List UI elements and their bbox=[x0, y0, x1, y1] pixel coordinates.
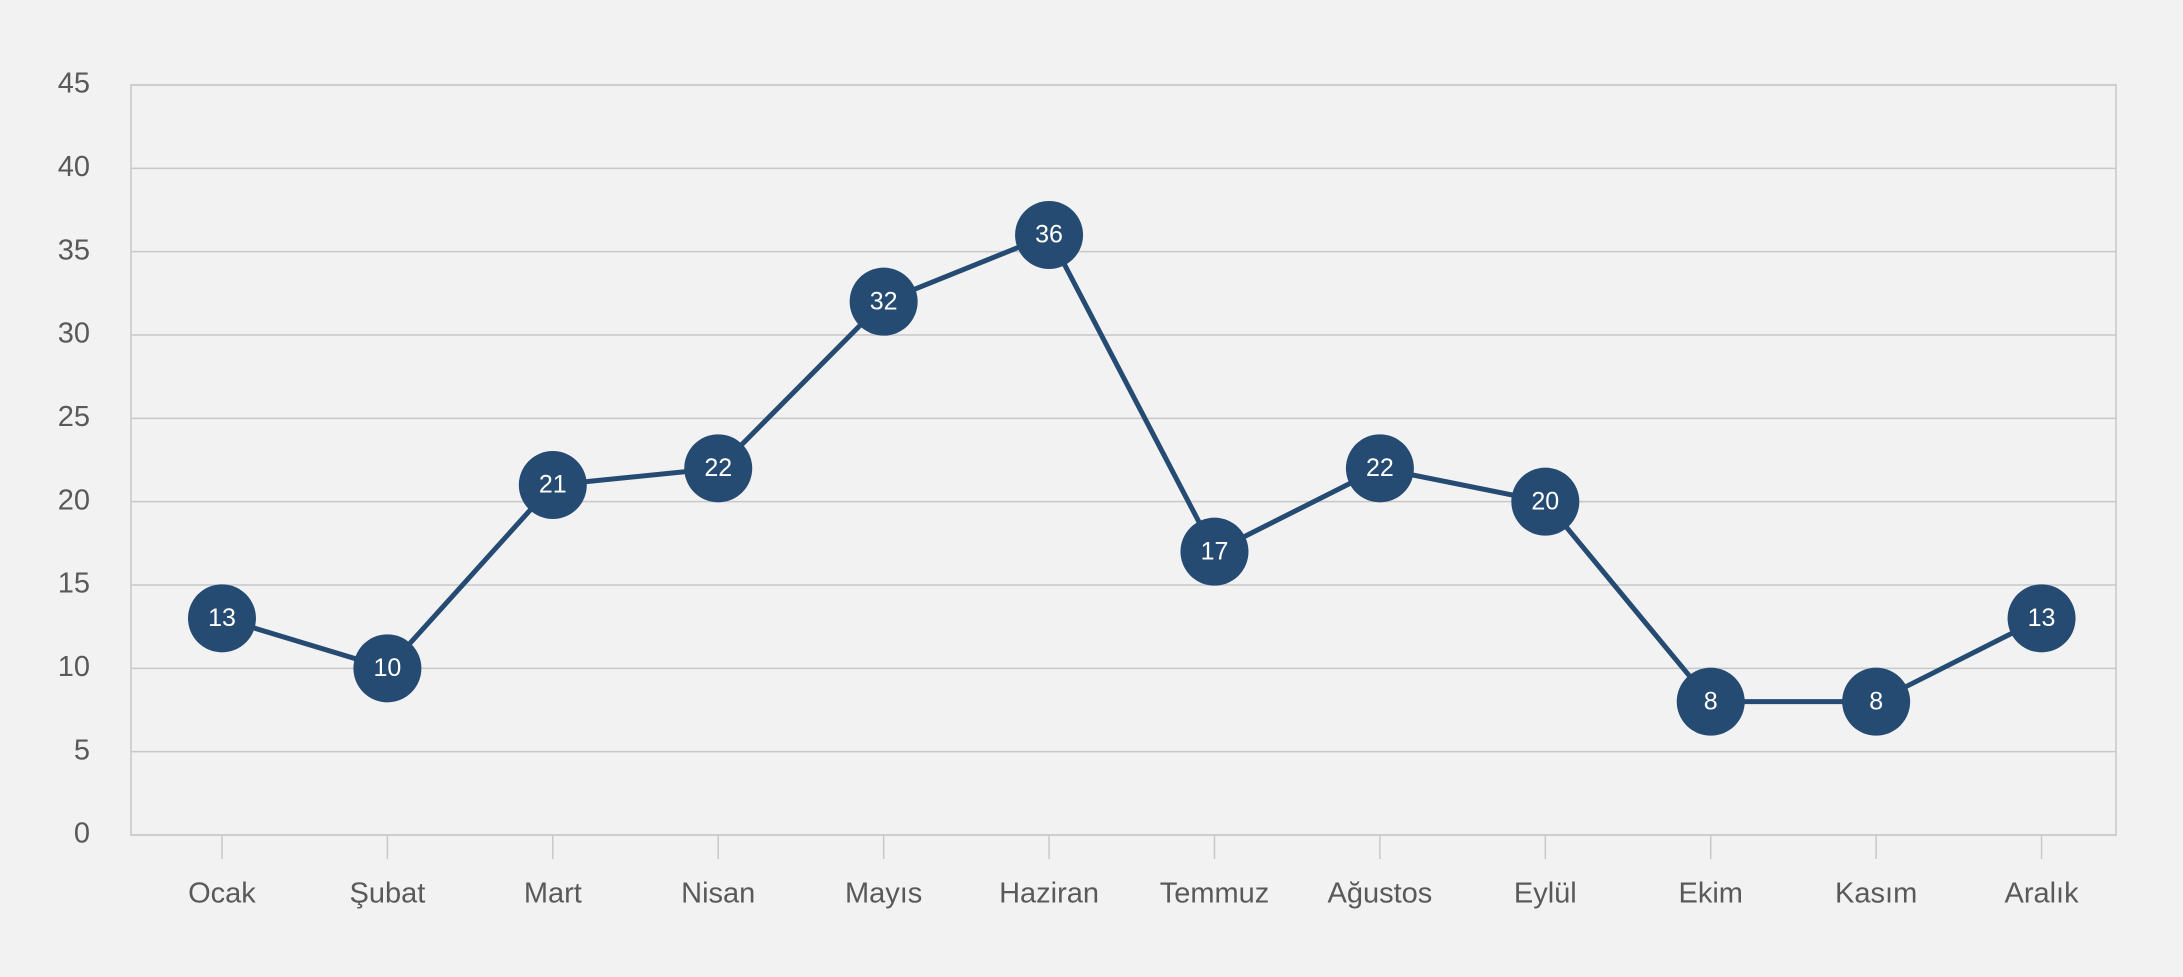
point bbox=[1015, 201, 1084, 269]
x-tick-label: Şubat bbox=[349, 878, 425, 910]
x-tick-label: Eylül bbox=[1514, 878, 1577, 910]
x-tick-label: Ocak bbox=[188, 878, 256, 910]
data-label: 17 bbox=[1201, 537, 1229, 565]
x-tick-label: Ağustos bbox=[1327, 878, 1432, 910]
point bbox=[684, 434, 753, 503]
point bbox=[1180, 517, 1249, 586]
data-label: 21 bbox=[539, 471, 567, 499]
y-tick-label: 5 bbox=[74, 734, 90, 766]
point bbox=[1345, 434, 1414, 503]
y-tick-label: 30 bbox=[58, 318, 90, 350]
point bbox=[1676, 667, 1745, 736]
y-tick-label: 0 bbox=[74, 818, 90, 850]
x-tick-label: Temmuz bbox=[1160, 878, 1270, 910]
x-tick-label: Nisan bbox=[681, 878, 755, 910]
data-label: 20 bbox=[1531, 487, 1559, 515]
y-tick-label: 40 bbox=[58, 151, 90, 183]
data-label: 36 bbox=[1035, 221, 1063, 249]
y-tick-label: 10 bbox=[58, 651, 90, 683]
point bbox=[849, 267, 918, 336]
data-label: 32 bbox=[870, 287, 898, 315]
x-tick-label: Mart bbox=[524, 878, 582, 910]
y-tick-label: 25 bbox=[58, 401, 90, 433]
point bbox=[518, 451, 587, 519]
data-label: 13 bbox=[2028, 604, 2056, 632]
data-label: 13 bbox=[208, 604, 236, 632]
point bbox=[1511, 467, 1580, 536]
data-label: 10 bbox=[373, 654, 401, 682]
y-tick-label: 35 bbox=[58, 234, 90, 266]
data-label: 8 bbox=[1704, 687, 1718, 715]
y-tick-label: 20 bbox=[58, 484, 90, 516]
x-tick-label: Kasım bbox=[1835, 878, 1917, 910]
y-tick-label: 45 bbox=[58, 68, 90, 100]
y-tick-label: 15 bbox=[58, 568, 90, 600]
plot-area bbox=[130, 84, 2117, 836]
line-path bbox=[221, 231, 2043, 705]
point bbox=[1842, 667, 1911, 736]
data-label: 22 bbox=[1366, 454, 1394, 482]
x-tick-label: Ekim bbox=[1679, 878, 1743, 910]
data-label: 8 bbox=[1869, 687, 1883, 715]
point bbox=[2007, 584, 2076, 653]
point bbox=[353, 634, 422, 703]
x-tick-label: Haziran bbox=[999, 878, 1099, 910]
x-tick-label: Aralık bbox=[2004, 878, 2079, 910]
point bbox=[187, 584, 256, 653]
x-tick-label: Mayıs bbox=[845, 878, 922, 910]
data-label: 22 bbox=[704, 454, 732, 482]
